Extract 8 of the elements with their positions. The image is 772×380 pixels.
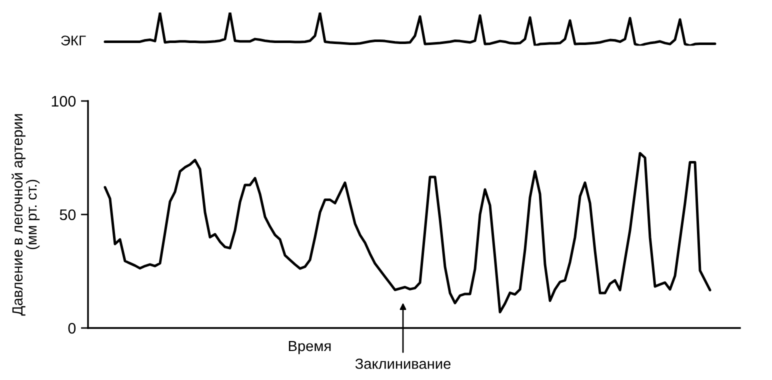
line-series [104,152,712,314]
y-tick-label: 50 [60,209,76,220]
text: Заклинивание [355,358,451,369]
y-tick-label: 0 [68,322,76,334]
y-axis-title: Давление в легочной артерии (мм рт. ст.) [12,114,40,316]
x-axis-title: Время [288,341,331,354]
y-tick-label: 100 [52,96,76,107]
y-axis-title: ЭКГ [61,36,86,46]
